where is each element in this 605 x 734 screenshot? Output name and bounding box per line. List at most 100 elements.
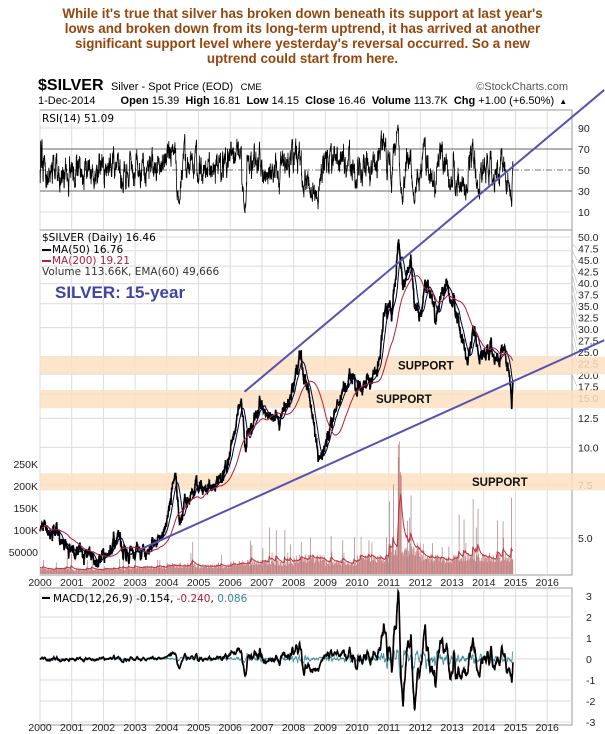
- price-tick-label: 45.0: [578, 255, 599, 267]
- volume-bar: [95, 569, 97, 574]
- volume-bar: [61, 568, 62, 574]
- year-label: 2002: [92, 577, 116, 589]
- volume-bar: [128, 556, 130, 574]
- volume-bar: [366, 560, 367, 574]
- volume-bar: [214, 564, 216, 574]
- macd-line: [39, 588, 514, 712]
- volume-bar: [77, 569, 79, 574]
- volume-bar: [155, 567, 157, 574]
- volume-bar: [436, 556, 437, 574]
- volume-bar: [211, 564, 213, 574]
- volume-bar: [96, 569, 97, 574]
- volume-bar: [488, 554, 490, 574]
- volume-bar: [404, 550, 405, 574]
- volume-bar: [402, 551, 403, 574]
- year-label: 2012: [409, 722, 433, 734]
- volume-bar: [113, 567, 114, 574]
- volume-bar: [461, 554, 463, 574]
- volume-bar: [67, 569, 69, 574]
- volume-bar: [74, 570, 76, 574]
- volume-bar: [149, 568, 151, 574]
- rsi-tick-label: 90: [578, 123, 590, 135]
- volume-bar: [119, 559, 120, 574]
- volume-bar: [142, 567, 144, 574]
- support-label: SUPPORT: [376, 394, 432, 406]
- volume-bar: [57, 570, 59, 574]
- volume-bar: [309, 557, 311, 574]
- year-label: 2010: [345, 577, 369, 589]
- volume-bar: [54, 569, 55, 574]
- volume-bar: [249, 566, 250, 574]
- volume-bar: [121, 569, 122, 574]
- volume-bar: [110, 568, 111, 574]
- volume-bar: [335, 562, 336, 574]
- volume-bar: [183, 563, 185, 574]
- volume-bar: [455, 559, 456, 574]
- volume-bar: [45, 567, 47, 574]
- volume-bar: [244, 563, 246, 574]
- volume-bar: [53, 569, 55, 574]
- volume-bar: [432, 562, 434, 574]
- volume-bar: [159, 560, 161, 574]
- volume-bar: [477, 508, 479, 574]
- volume-bar: [46, 569, 47, 574]
- year-label: 2002: [92, 722, 116, 734]
- volume-bar: [491, 558, 492, 574]
- volume-bar: [321, 561, 322, 574]
- volume-bar: [288, 561, 290, 574]
- volume-bar: [68, 568, 69, 574]
- volume-bar: [421, 560, 423, 574]
- volume-bar: [316, 557, 317, 574]
- volume-bar: [495, 559, 497, 574]
- volume-bar: [355, 560, 356, 574]
- legend-macd: MACD(12,26,9) -0.154, -0.240, 0.086: [53, 593, 248, 605]
- volume-bar: [139, 567, 141, 574]
- volume-bar: [126, 568, 128, 574]
- volume-bar: [66, 569, 67, 574]
- volume-bar: [339, 563, 340, 574]
- volume-bar: [414, 551, 416, 574]
- support-zone: [40, 356, 605, 375]
- volume-bar: [343, 561, 344, 574]
- volume-bar: [438, 558, 439, 574]
- volume-bar: [449, 560, 451, 574]
- volume-bar: [277, 565, 279, 574]
- volume-bar: [475, 527, 477, 574]
- volume-bar: [206, 566, 208, 574]
- volume-bar: [433, 559, 435, 574]
- volume-bar: [285, 564, 286, 574]
- volume-bar: [409, 517, 411, 574]
- x-axis-labels: 2000 2000 2001 2001 2002 2002 2003 2003 2004 2004…: [28, 577, 559, 734]
- year-label: 2011: [377, 722, 400, 734]
- volume-bar: [428, 559, 429, 574]
- volume-bar: [344, 564, 346, 574]
- year-label: 2015: [504, 577, 528, 589]
- volume-bar: [46, 570, 48, 574]
- volume-bar: [196, 567, 197, 574]
- volume-bar: [64, 567, 66, 574]
- price-tick-leader: [571, 274, 578, 295]
- volume-bar: [370, 561, 372, 574]
- volume-bar: [494, 561, 496, 574]
- macd-tick-label: -1: [586, 675, 595, 687]
- volume-bar: [169, 566, 171, 574]
- volume-bar: [492, 558, 494, 574]
- trendlines: [137, 89, 605, 552]
- volume-bar: [503, 560, 505, 574]
- volume-bar: [147, 566, 149, 574]
- volume-bar: [165, 568, 167, 574]
- support-zone: [40, 390, 605, 409]
- volume-bar: [466, 561, 467, 574]
- volume-bar: [257, 560, 259, 574]
- rsi-tick-label: 10: [578, 207, 590, 219]
- price-tick-label: 40.0: [578, 278, 599, 290]
- year-label: 2014: [472, 722, 496, 734]
- volume-bar: [268, 563, 269, 574]
- volume-bar: [462, 561, 464, 574]
- volume-bar: [105, 568, 107, 574]
- volume-bar: [209, 567, 211, 574]
- volume-bar: [215, 566, 217, 574]
- volume-bar: [423, 559, 425, 574]
- volume-bar: [322, 558, 324, 574]
- volume-bar: [468, 553, 469, 574]
